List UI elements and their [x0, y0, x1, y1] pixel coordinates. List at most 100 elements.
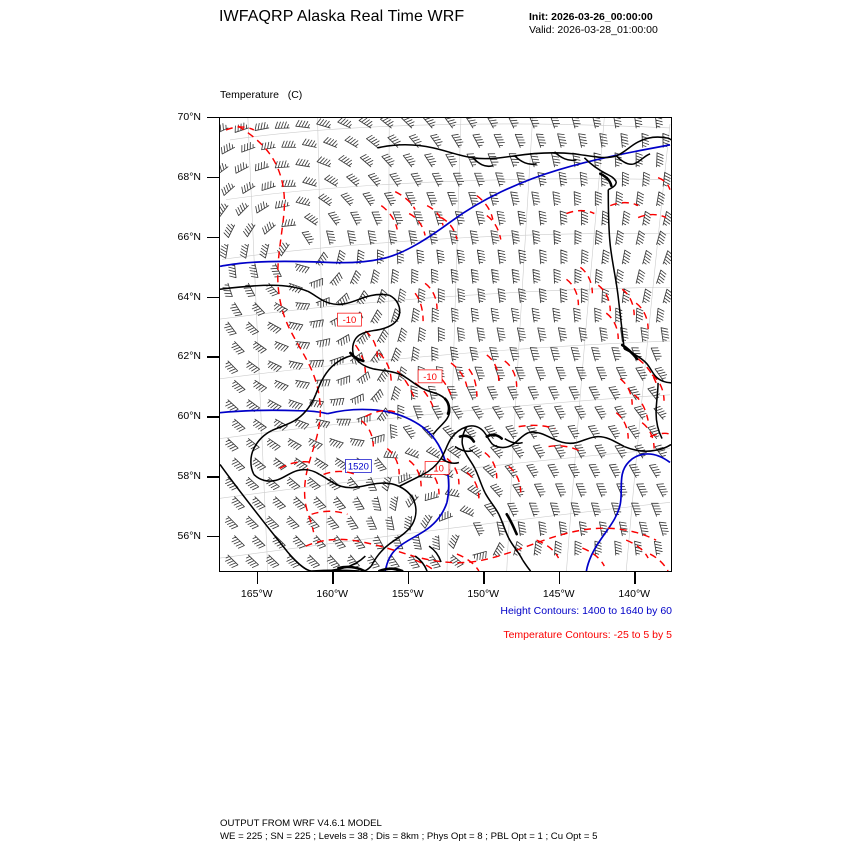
- wind-barb: [450, 346, 459, 362]
- wind-barb: [444, 488, 460, 498]
- wind-barb: [493, 133, 505, 148]
- wind-barb: [422, 118, 436, 129]
- wind-barb: [560, 249, 568, 265]
- wind-barb: [662, 171, 671, 187]
- wind-barb: [635, 230, 646, 245]
- wind-barb: [453, 172, 465, 187]
- wind-barb: [490, 483, 504, 498]
- wind-barb: [425, 446, 441, 459]
- wind-barb: [594, 444, 607, 459]
- wind-barb: [596, 483, 608, 498]
- wind-barb: [477, 288, 486, 304]
- wind-barb: [592, 118, 602, 129]
- coastline-map: [220, 136, 671, 571]
- svg-text:1520: 1520: [348, 461, 369, 472]
- wind-barb: [621, 210, 631, 226]
- wind-barb: [636, 483, 648, 498]
- wind-barb: [347, 230, 357, 245]
- wind-barb: [579, 171, 588, 187]
- wind-barb: [533, 405, 546, 420]
- wind-barb: [309, 399, 324, 408]
- wind-barb: [366, 134, 380, 148]
- wind-barb: [356, 371, 371, 385]
- wind-barb: [656, 483, 668, 498]
- wind-barb: [294, 418, 310, 430]
- wind-barb: [371, 211, 383, 226]
- wind-barb: [251, 302, 265, 316]
- wind-barb: [656, 152, 664, 168]
- wind-barb: [397, 404, 405, 420]
- wind-barb: [362, 192, 375, 207]
- wind-barb: [324, 174, 339, 187]
- wind-barb: [225, 554, 239, 568]
- wind-barb: [306, 554, 320, 569]
- wind-barb: [281, 218, 297, 227]
- wind-barb: [367, 230, 377, 245]
- wind-barb: [450, 269, 459, 284]
- wind-barb-field: [220, 118, 671, 569]
- wind-barb: [574, 540, 582, 556]
- wind-barb: [578, 133, 588, 148]
- wind-barb: [273, 457, 287, 471]
- wind-barb: [588, 386, 601, 401]
- wind-barb: [359, 154, 374, 168]
- wind-barb: [431, 346, 439, 362]
- wind-barb: [442, 425, 456, 440]
- wind-barb: [356, 330, 370, 345]
- wind-barb: [588, 463, 601, 478]
- wind-barb: [255, 161, 270, 172]
- wind-barb: [402, 425, 416, 440]
- wind-barb: [329, 397, 345, 407]
- wind-barb: [642, 288, 652, 304]
- svg-text:-10: -10: [343, 315, 357, 326]
- wind-barb: [370, 388, 384, 403]
- wind-barb: [410, 172, 423, 187]
- wind-barb: [574, 444, 587, 459]
- wind-barb: [376, 249, 384, 265]
- wind-barb: [387, 554, 400, 569]
- wind-barb: [490, 444, 504, 459]
- valid-time-label: Valid: 2026-03-28_01:00:00: [529, 24, 658, 36]
- wind-barb: [608, 386, 621, 401]
- wind-barb: [326, 554, 340, 569]
- wind-barb: [553, 268, 562, 284]
- wind-barb: [252, 457, 267, 471]
- wind-barb: [634, 118, 643, 129]
- wind-barb: [451, 133, 464, 148]
- wind-barb: [431, 172, 444, 187]
- wind-barb: [379, 118, 394, 129]
- wind-barb: [306, 515, 320, 530]
- wind-barb: [548, 386, 560, 401]
- wind-barb: [450, 554, 464, 568]
- wind-barb: [295, 158, 311, 168]
- wind-barb: [390, 308, 401, 323]
- wind-barb: [451, 405, 464, 420]
- wind-barb: [231, 379, 246, 394]
- wind-barb: [344, 135, 359, 148]
- wind-barb: [468, 191, 479, 207]
- wind-barb: [411, 307, 420, 323]
- wind-barb: [505, 425, 518, 440]
- wind-barb: [554, 540, 562, 556]
- wind-barb: [222, 282, 233, 297]
- wind-barb: [518, 249, 527, 265]
- wind-barb: [557, 133, 567, 148]
- wind-barb: [558, 171, 568, 187]
- height-contour-lines: [220, 144, 671, 571]
- wind-barb: [474, 366, 485, 381]
- latitude-tick-label: 70°N: [177, 111, 201, 123]
- wind-barb: [416, 249, 425, 265]
- wind-barb: [573, 307, 582, 323]
- wind-barb: [376, 289, 388, 304]
- wind-barb: [405, 192, 417, 207]
- wind-barb: [249, 263, 259, 278]
- longitude-tick-label: 140°W: [618, 588, 651, 600]
- longitude-tick-label: 155°W: [391, 588, 424, 600]
- footer-line-2: WE = 225 ; SN = 225 ; Levels = 38 ; Dis …: [220, 830, 598, 842]
- model-config-footer: OUTPUT FROM WRF V4.6.1 MODEL WE = 225 ; …: [220, 818, 597, 843]
- wind-barb: [431, 307, 439, 323]
- wind-barb: [484, 425, 497, 440]
- wind-barb: [315, 338, 331, 348]
- wind-barb: [376, 407, 390, 422]
- wind-barb: [365, 515, 377, 530]
